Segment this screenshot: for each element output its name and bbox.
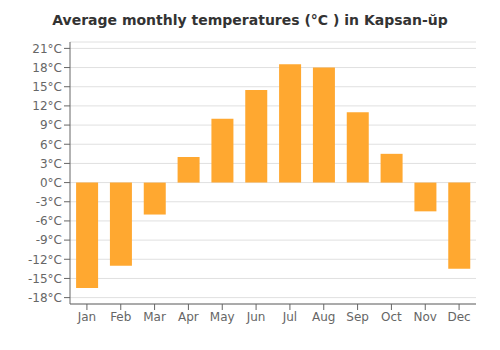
- svg-text:Jul: Jul: [282, 310, 297, 324]
- svg-text:15°C: 15°C: [32, 80, 62, 94]
- svg-text:Apr: Apr: [178, 310, 199, 324]
- svg-text:Mar: Mar: [143, 310, 166, 324]
- svg-text:Jan: Jan: [77, 310, 97, 324]
- svg-text:12°C: 12°C: [32, 99, 62, 113]
- svg-text:Jun: Jun: [246, 310, 266, 324]
- svg-text:Aug: Aug: [312, 310, 335, 324]
- svg-text:3°C: 3°C: [40, 157, 62, 171]
- svg-text:May: May: [210, 310, 235, 324]
- svg-text:Dec: Dec: [447, 310, 470, 324]
- svg-text:Oct: Oct: [381, 310, 402, 324]
- svg-text:9°C: 9°C: [40, 118, 62, 132]
- svg-text:0°C: 0°C: [40, 176, 62, 190]
- svg-text:18°C: 18°C: [32, 61, 62, 75]
- svg-text:-6°C: -6°C: [36, 214, 62, 228]
- svg-text:-15°C: -15°C: [28, 272, 62, 286]
- svg-text:21°C: 21°C: [32, 42, 62, 56]
- svg-text:-12°C: -12°C: [28, 253, 62, 267]
- svg-text:6°C: 6°C: [40, 138, 62, 152]
- svg-text:Sep: Sep: [346, 310, 369, 324]
- svg-text:Nov: Nov: [414, 310, 437, 324]
- svg-text:-3°C: -3°C: [36, 195, 62, 209]
- svg-text:-9°C: -9°C: [36, 233, 62, 247]
- svg-text:-18°C: -18°C: [28, 291, 62, 305]
- svg-text:Feb: Feb: [110, 310, 131, 324]
- html-text:Average monthly temperatures (: Average monthly temperatures (°C ) in Ka…: [52, 12, 448, 28]
